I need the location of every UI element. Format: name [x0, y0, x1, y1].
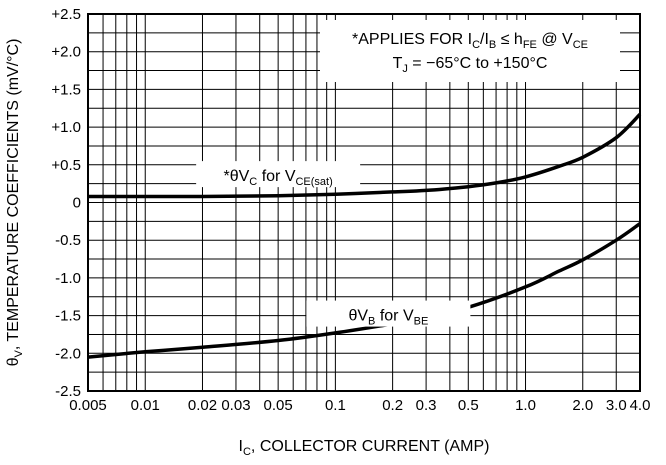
- y-axis-title: θV, TEMPERATURE COEFFICIENTS (mV/°C): [5, 39, 25, 367]
- y-tick-label: +0.5: [51, 157, 81, 174]
- series-label-2: θVB​ for VBE​: [348, 308, 428, 328]
- x-tick-label: 0.02: [188, 397, 217, 414]
- y-tick-label: -0.5: [55, 232, 81, 249]
- conditions-note-line-1: *APPLIES FOR IC​/IB​ ≤ hFE​ @ VCE​: [352, 31, 588, 51]
- conditions-note-backing: [320, 20, 620, 82]
- series-line-1: [88, 113, 642, 199]
- x-tick-label: 0.2: [382, 397, 403, 414]
- y-tick-label: +2.5: [51, 6, 81, 23]
- y-axis-title-tail: , TEMPERATURE COEFFICIENTS (mV/°C): [5, 39, 22, 351]
- x-tick-label: 0.005: [69, 397, 107, 414]
- x-tick-label: 1.0: [515, 397, 536, 414]
- y-axis-title-main: θ: [5, 357, 22, 366]
- y-tick-label: -2.0: [55, 345, 81, 362]
- y-tick-labels: +2.5 +2.0 +1.5 +1.0 +0.5 0 -0.5 -1.0 -1.5 -2.0 -2.…: [51, 6, 81, 400]
- y-tick-label: +1.0: [51, 119, 81, 136]
- y-tick-label: +1.5: [51, 81, 81, 98]
- series-label-backing-2: [306, 300, 471, 327]
- y-tick-label: 0: [73, 195, 81, 212]
- x-tick-labels: 0.005 0.01 0.02 0.03 0.05 0.1 0.2 0.3 0.5 1.0 2.0 3…: [69, 397, 650, 414]
- plot-frame: [87, 13, 641, 392]
- x-axis-title: IC, COLLECTOR CURRENT (AMP): [239, 438, 490, 458]
- y-axis-title-sub: V: [13, 350, 25, 358]
- x-tick-label: 0.3: [416, 397, 437, 414]
- series-labels: *θVC​ for VCE(sat)​ θVB​ for VBE​: [196, 161, 471, 328]
- x-axis-title-tail: , COLLECTOR CURRENT (AMP): [251, 438, 490, 455]
- y-tick-label: -1.5: [55, 308, 81, 325]
- y-tick-label: -1.0: [55, 270, 81, 287]
- series-label-1: *θVC​ for VCE(sat)​: [224, 168, 333, 188]
- x-tick-label: 0.5: [458, 397, 479, 414]
- series-label-backing-1: [196, 161, 361, 188]
- x-tick-label: 0.1: [325, 397, 346, 414]
- x-tick-label: 0.01: [131, 397, 160, 414]
- series-line-2: [87, 222, 642, 359]
- x-axis-title-sub: C: [243, 446, 251, 458]
- x-tick-label: 0.03: [221, 397, 250, 414]
- conditions-note-line-2: TJ​ = −65°C to +150°C: [393, 55, 548, 75]
- x-tick-label: 4.0: [630, 397, 651, 414]
- x-tick-label: 0.05: [264, 397, 293, 414]
- y-tick-label: -2.5: [55, 383, 81, 400]
- y-tick-label: +2.0: [51, 44, 81, 61]
- x-tick-label: 3.0: [606, 397, 627, 414]
- conditions-note: *APPLIES FOR IC​/IB​ ≤ hFE​ @ VCE​ TJ​ = …: [320, 20, 620, 82]
- x-tick-label: 2.0: [572, 397, 593, 414]
- x-axis-title-main: I: [239, 438, 243, 455]
